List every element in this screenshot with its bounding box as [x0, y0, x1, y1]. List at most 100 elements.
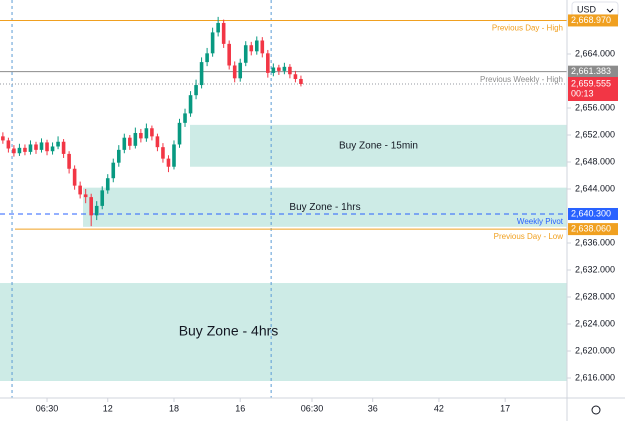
y-tick-label: 2,644.000 [575, 183, 615, 193]
candle-body [78, 185, 82, 195]
candle-body [232, 65, 237, 79]
y-tick-label: 2,624.000 [575, 318, 615, 328]
price-badge [568, 65, 618, 78]
candle-body [128, 137, 132, 146]
candle-body [271, 67, 276, 73]
candle-body [45, 142, 49, 152]
candle-body [122, 137, 127, 150]
price-badge-label: 2,668.970 [571, 15, 611, 25]
level-label: Previous Day - Low [494, 232, 564, 241]
y-tick-label: 2,620.000 [575, 345, 615, 355]
candle-body [221, 22, 226, 44]
candle-body [67, 153, 71, 169]
buy-zone [83, 187, 567, 227]
candle-body [227, 43, 231, 66]
candle-body [83, 194, 88, 198]
candle-body [199, 62, 204, 86]
candle-body [6, 140, 11, 149]
candle-body [161, 147, 165, 159]
zone-label: Buy Zone - 1hrs [289, 202, 360, 213]
candle-body [12, 148, 16, 154]
candle-body [1, 136, 5, 141]
candle-body [34, 144, 38, 150]
candle-body [188, 95, 193, 114]
candle-body [249, 45, 254, 52]
price-badge [568, 14, 618, 27]
buy-zone [0, 283, 567, 381]
y-tick-label: 2,616.000 [575, 372, 615, 382]
candle-body [72, 168, 77, 186]
candle-body [144, 128, 149, 139]
candle-body [133, 132, 138, 146]
candle-body [266, 53, 270, 73]
x-tick-label: 06:30 [301, 403, 324, 413]
level-label: Previous Day - High [492, 24, 563, 33]
candle-body [139, 132, 143, 139]
x-tick-label: 12 [103, 403, 113, 413]
x-tick-label: 06:30 [36, 403, 59, 413]
price-badge-label: 2,638.060 [571, 223, 611, 233]
price-badge [568, 223, 618, 236]
candle-body [277, 67, 281, 71]
candle-body [116, 149, 121, 163]
x-tick-label: 17 [500, 403, 510, 413]
price-badge-label: 2,661.383 [571, 66, 611, 76]
candle-body [100, 190, 105, 206]
buy-zone [189, 124, 567, 167]
candle-body [150, 128, 154, 137]
y-tick-label: 2,632.000 [575, 264, 615, 274]
level-label: Weekly Pivot [517, 217, 564, 226]
candle-body [23, 147, 27, 152]
price-badge [568, 207, 618, 220]
y-tick-label: 2,636.000 [575, 237, 615, 247]
candle-body [56, 141, 60, 147]
candle-body [293, 74, 298, 79]
candle-body [61, 141, 66, 154]
candle-body [166, 158, 171, 167]
candle-body [50, 146, 55, 152]
candle-body [39, 142, 44, 150]
y-tick-label: 2,664.000 [575, 48, 615, 58]
candle-body [111, 162, 116, 179]
x-tick-label: 36 [368, 403, 378, 413]
candle-body [155, 136, 160, 148]
y-tick-label: 2,656.000 [575, 102, 615, 112]
candle-body [105, 178, 110, 191]
y-tick-label: 2,628.000 [575, 291, 615, 301]
price-badge-label: 2,640.300 [571, 208, 611, 218]
zone-label: Buy Zone - 15min [339, 140, 418, 151]
candle-body [172, 144, 176, 167]
candle-body [216, 22, 220, 33]
candle-body [89, 197, 93, 216]
x-tick-label: 16 [235, 403, 245, 413]
candle-body [288, 66, 292, 75]
candle-body [282, 66, 287, 71]
y-tick-label: 2,648.000 [575, 156, 615, 166]
candle-body [194, 85, 198, 96]
zone-label: Buy Zone - 4hrs [179, 323, 279, 339]
last-price-badge [568, 77, 618, 102]
currency[interactable]: USD [577, 4, 597, 14]
candle-body [177, 122, 182, 145]
x-tick-label: 42 [434, 403, 444, 413]
candle-body [28, 144, 33, 152]
last-price-label: 2,659.555 [571, 78, 611, 88]
candle-body [94, 205, 99, 216]
level-label: Previous Weekly - High [480, 75, 563, 84]
candle-body [260, 40, 265, 54]
settings-icon[interactable] [591, 405, 601, 415]
candle-body [254, 40, 259, 52]
x-tick-label: 18 [169, 403, 179, 413]
plot-area: Buy Zone - 15min Buy Zone - 1hrs Buy Zone … [0, 0, 567, 398]
countdown: 00:13 [571, 88, 594, 98]
candle-body [205, 53, 209, 63]
candle-body [210, 32, 215, 54]
candle-body [238, 62, 243, 79]
candle-body [17, 147, 22, 154]
candle-body [243, 45, 248, 63]
dropdown-arrow [606, 8, 614, 13]
y-tick-label: 2,652.000 [575, 129, 615, 139]
candle-body [299, 78, 303, 85]
candle-body [183, 113, 187, 123]
